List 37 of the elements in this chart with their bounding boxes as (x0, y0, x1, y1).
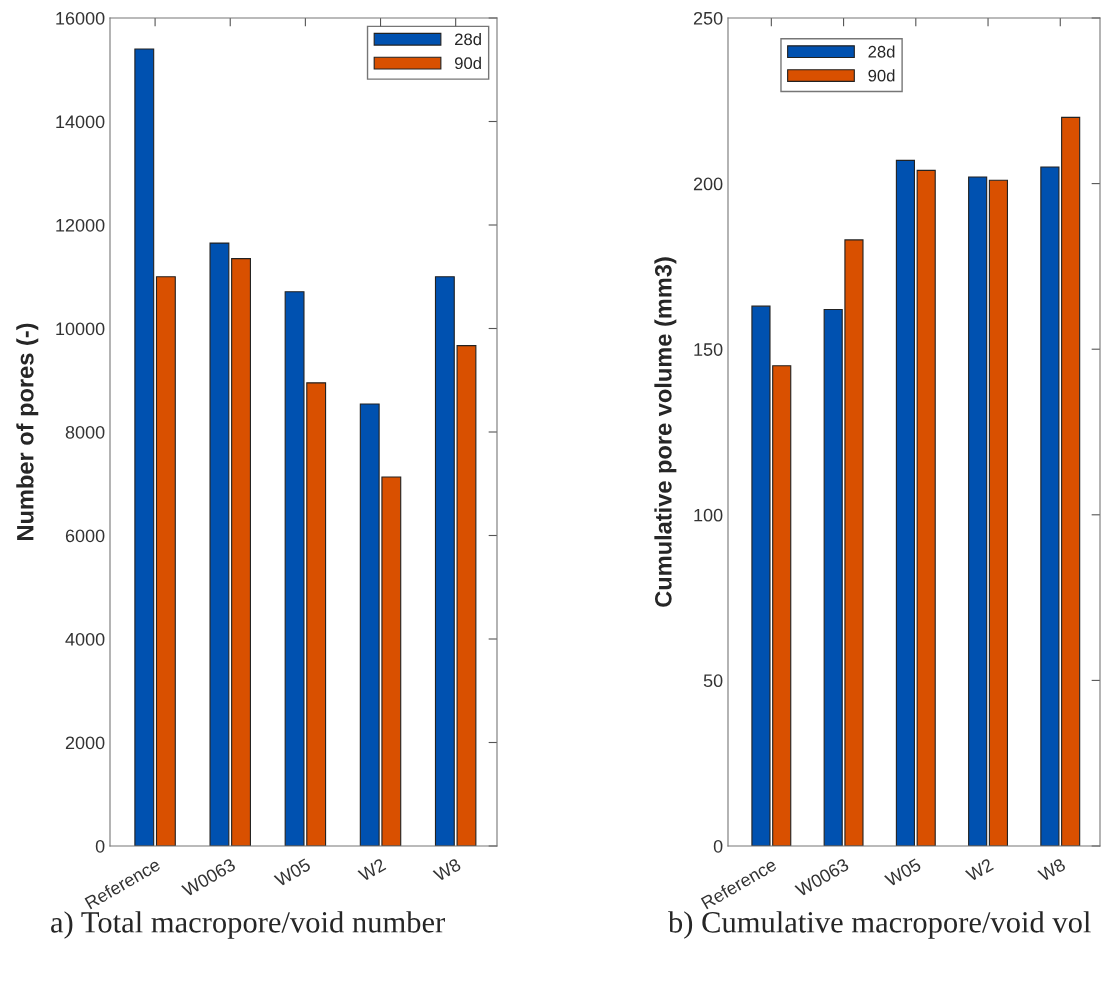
y-tick-label: 14000 (56, 115, 105, 129)
text: a) Total macropore/void number (51, 911, 445, 939)
bar (916, 169, 936, 846)
bar (968, 176, 988, 846)
legend-label: 90d (868, 69, 895, 82)
y-tick-label: 6000 (65, 529, 105, 543)
text: b) Cumulative macropore/void vol (668, 911, 1091, 939)
legend-label: 28d (455, 33, 481, 46)
x-tick-label: W2 (964, 857, 994, 882)
x-tick-label: W05 (273, 857, 312, 888)
bar (134, 48, 155, 846)
y-tick-label: 12000 (56, 218, 105, 232)
y-tick-label: 50 (703, 674, 723, 688)
y-tick-label: 150 (694, 343, 723, 356)
y-tick-label: 0 (95, 839, 105, 853)
bar (155, 276, 176, 846)
y-tick-label: 8000 (65, 425, 105, 439)
y-axis-title: Number of pores (-) (16, 323, 39, 540)
x-tick-label: W05 (883, 857, 922, 888)
y-tick-label: 2000 (65, 736, 105, 750)
legend-label: 28d (868, 45, 895, 58)
y-tick-label: 200 (693, 177, 723, 191)
legend-label: 90d (454, 56, 481, 70)
y-tick-label: 16000 (56, 11, 105, 25)
bar (231, 258, 251, 846)
y-tick-label: 0 (713, 839, 723, 853)
y-tick-label: 10000 (56, 322, 105, 336)
bar (895, 159, 916, 846)
y-tick-label: 4000 (65, 632, 105, 646)
bar (988, 179, 1009, 846)
y-tick-label: 250 (693, 11, 723, 25)
x-tick-label: W2 (357, 857, 387, 882)
y-tick-label: 100 (694, 508, 723, 522)
y-axis-title: Cumulative pore volume (mm3) (654, 257, 677, 607)
x-tick-label: W8 (1037, 857, 1067, 883)
bar (209, 242, 230, 846)
x-tick-label: W8 (432, 857, 462, 883)
